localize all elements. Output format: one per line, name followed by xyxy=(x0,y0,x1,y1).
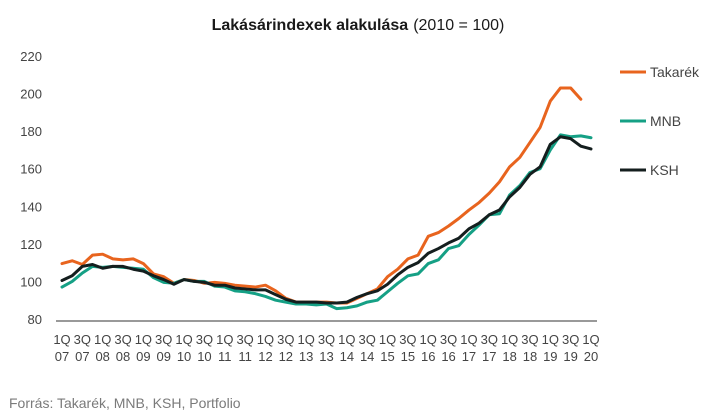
x-tick-label-year: 13 xyxy=(319,349,333,364)
x-tick-label-year: 18 xyxy=(502,349,516,364)
x-tick-label-year: 12 xyxy=(279,349,293,364)
x-tick-label-quarter: 1Q xyxy=(94,332,111,347)
series-line-1 xyxy=(60,133,593,311)
x-tick-label-quarter: 1Q xyxy=(135,332,152,347)
y-tick-label: 220 xyxy=(20,49,42,64)
x-tick-label-year: 14 xyxy=(340,349,354,364)
x-tick-label-year: 17 xyxy=(462,349,476,364)
y-tick-label: 180 xyxy=(20,124,42,139)
x-tick-label-quarter: 3Q xyxy=(440,332,457,347)
x-tick-label-quarter: 3Q xyxy=(155,332,172,347)
series-line-2 xyxy=(60,135,593,305)
x-tick-label-quarter: 1Q xyxy=(216,332,233,347)
source-note: Forrás: Takarék, MNB, KSH, Portfolio xyxy=(9,395,241,411)
y-tick-label: 120 xyxy=(20,237,42,252)
x-tick-label-quarter: 1Q xyxy=(297,332,314,347)
x-tick-label-quarter: 3Q xyxy=(562,332,579,347)
x-tick-label-quarter: 1Q xyxy=(460,332,477,347)
x-tick-label-quarter: 3Q xyxy=(521,332,538,347)
x-tick-label-year: 16 xyxy=(441,349,455,364)
x-tick-label-year: 19 xyxy=(543,349,557,364)
x-tick-label-year: 09 xyxy=(156,349,170,364)
x-tick-label-quarter: 3Q xyxy=(318,332,335,347)
x-tick-label-year: 19 xyxy=(563,349,577,364)
x-tick-label-quarter: 3Q xyxy=(74,332,91,347)
x-tick-label-quarter: 3Q xyxy=(196,332,213,347)
legend-label: KSH xyxy=(650,162,679,178)
y-tick-label: 100 xyxy=(20,274,42,289)
x-tick-label-year: 09 xyxy=(136,349,150,364)
x-tick-label-quarter: 1Q xyxy=(542,332,559,347)
y-tick-label: 80 xyxy=(28,312,42,327)
legend: Takarék MNB KSH xyxy=(620,64,700,178)
legend-label: MNB xyxy=(650,113,681,129)
x-tick-label-quarter: 1Q xyxy=(379,332,396,347)
x-tick-label-quarter: 3Q xyxy=(236,332,253,347)
x-tick-label-quarter: 1Q xyxy=(501,332,518,347)
x-tick-label-year: 16 xyxy=(421,349,435,364)
x-tick-label-year: 07 xyxy=(75,349,89,364)
x-tick-label-year: 11 xyxy=(218,349,232,364)
x-tick-label-quarter: 1Q xyxy=(420,332,437,347)
x-tick-label-quarter: 3Q xyxy=(359,332,376,347)
x-tick-label-year: 18 xyxy=(523,349,537,364)
x-tick-label-year: 14 xyxy=(360,349,374,364)
x-tick-label-year: 15 xyxy=(401,349,415,364)
x-tick-label-year: 17 xyxy=(482,349,496,364)
x-tick-label-quarter: 3Q xyxy=(399,332,416,347)
x-tick-label-quarter: 3Q xyxy=(481,332,498,347)
x-tick-label-year: 10 xyxy=(177,349,191,364)
series-lines xyxy=(60,86,593,311)
x-tick-label-year: 08 xyxy=(116,349,130,364)
chart-title-subtitle: (2010 = 100) xyxy=(413,17,504,34)
y-tick-label: 140 xyxy=(20,199,42,214)
x-tick-label-quarter: 1Q xyxy=(53,332,70,347)
x-tick-label-quarter: 3Q xyxy=(114,332,131,347)
x-tick-label-quarter: 1Q xyxy=(175,332,192,347)
y-tick-label: 160 xyxy=(20,162,42,177)
x-tick-label-year: 15 xyxy=(380,349,394,364)
x-tick-label-quarter: 3Q xyxy=(277,332,294,347)
x-tick-label-year: 12 xyxy=(258,349,272,364)
x-tick-label-year: 11 xyxy=(238,349,252,364)
x-tick-label-year: 13 xyxy=(299,349,313,364)
y-tick-label: 200 xyxy=(20,87,42,102)
x-tick-label-year: 07 xyxy=(55,349,69,364)
x-tick-label-year: 10 xyxy=(197,349,211,364)
chart-title: Lakásárindexek alakulása (2010 = 100) xyxy=(212,17,505,34)
legend-label: Takarék xyxy=(650,64,700,80)
chart-title-main: Lakásárindexek alakulása xyxy=(212,17,409,34)
x-tick-label-quarter: 1Q xyxy=(338,332,355,347)
y-axis: 80 100 120 140 160 180 200 220 xyxy=(20,49,42,327)
x-tick-label-quarter: 1Q xyxy=(257,332,274,347)
x-tick-label-year: 08 xyxy=(95,349,109,364)
x-tick-label-quarter: 1Q xyxy=(582,332,599,347)
x-tick-label-year: 20 xyxy=(584,349,598,364)
x-axis: 1Q 07 3Q 07 1Q 08 3Q 08 1Q 09 3Q 09 1Q 10 3Q 10 1Q 11 3Q 11… xyxy=(53,332,599,364)
